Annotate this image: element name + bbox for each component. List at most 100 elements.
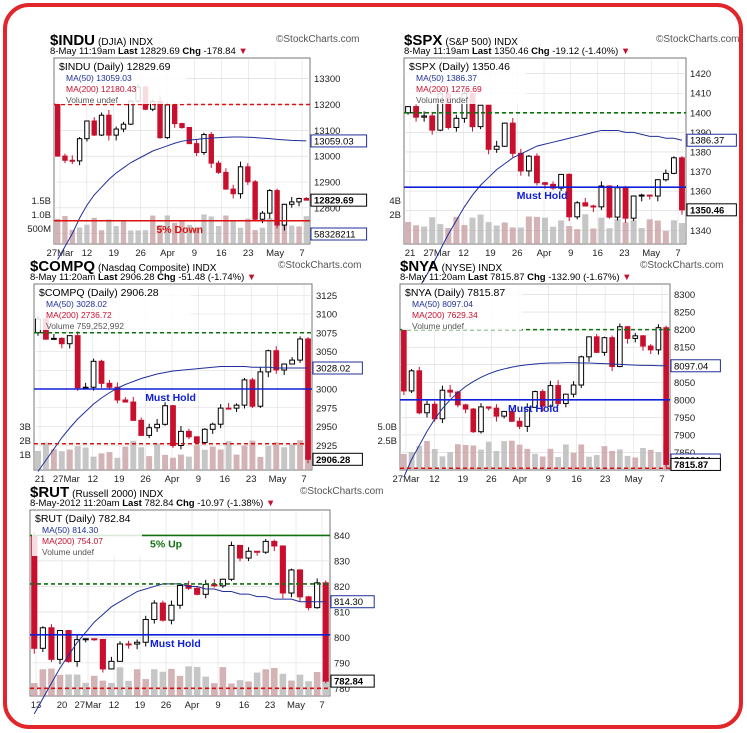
volume-bar	[267, 218, 273, 244]
x-tick-label: 9	[196, 474, 201, 485]
volume-bar	[547, 448, 554, 470]
candle	[122, 399, 129, 403]
value-box: 13059.03	[310, 134, 368, 148]
symbol[interactable]: $NYA	[400, 258, 439, 275]
candle	[249, 379, 256, 407]
panel-nya: $NYA (NYSE) INDX ©StockCharts.com 8-May 11:…	[377, 258, 723, 485]
volume-bar	[281, 447, 288, 470]
dropdown-icon[interactable]: ▼	[246, 272, 257, 283]
volume-bar	[42, 442, 49, 470]
volume-bar	[65, 674, 72, 696]
volume-bar	[39, 669, 47, 696]
y-tick-label: 7900	[674, 430, 695, 441]
x-tick-label: 26	[135, 248, 146, 259]
candle	[516, 420, 523, 427]
volume-bar	[401, 454, 407, 470]
dropdown-icon[interactable]: ▼	[620, 46, 631, 57]
legend-entry: $INDU (Daily) 12829.69	[59, 61, 171, 73]
volume-bar	[586, 456, 592, 470]
symbol[interactable]: $INDU	[50, 32, 96, 49]
date-label: 8-May 11:20am	[400, 272, 468, 283]
chart-header: $RUT (Russell 2000) INDX	[30, 484, 163, 502]
x-tick-label: 19	[114, 474, 125, 485]
volume-bar	[655, 452, 662, 470]
symbol[interactable]: $SPX	[404, 32, 443, 49]
candle	[646, 194, 653, 197]
volume-bar	[170, 457, 176, 470]
volume-bar	[640, 447, 646, 470]
volume-axis-label: 1.0B	[31, 210, 51, 221]
candle	[578, 356, 585, 386]
volume-bar	[550, 226, 557, 244]
candle	[606, 185, 613, 218]
y-tick-label: 3000	[316, 385, 337, 396]
volume-bar	[516, 444, 523, 470]
volume-bar	[408, 451, 415, 470]
candle	[408, 370, 415, 392]
candle	[162, 405, 168, 425]
volume-axis-label: 4B	[389, 196, 401, 207]
volume-bar	[609, 450, 615, 470]
volume-bar	[429, 217, 436, 244]
brand-label: ©StockCharts.com	[640, 260, 724, 271]
dropdown-icon[interactable]: ▼	[622, 272, 632, 283]
quote-line: 8-May 11:20am Last 7815.87 Chg -132.90 (…	[400, 272, 632, 283]
candle	[164, 104, 171, 139]
dropdown-icon[interactable]: ▼	[265, 498, 276, 509]
ma50-line	[403, 362, 667, 478]
candle	[74, 639, 81, 662]
candle	[534, 155, 540, 184]
candle	[638, 194, 645, 197]
svg-text:58328211: 58328211	[314, 230, 356, 241]
symbol[interactable]: $RUT	[30, 484, 70, 501]
candle	[98, 360, 105, 384]
volume-bar	[241, 445, 248, 470]
legend-entry: Volume undef	[66, 95, 119, 105]
brand-label: ©StockCharts.com	[300, 486, 384, 497]
candle	[120, 123, 127, 130]
last-value: 7815.87	[490, 272, 528, 283]
candle	[254, 550, 261, 553]
dropdown-icon[interactable]: ▼	[238, 46, 248, 57]
candle	[424, 403, 430, 414]
candle	[262, 540, 269, 553]
x-tick-label: 12	[82, 248, 93, 259]
index-name: (Russell 2000) INDX	[72, 489, 164, 500]
volume-axis-label: 2.5B	[377, 436, 397, 447]
volume-bar	[168, 668, 175, 696]
volume-bar	[237, 227, 244, 244]
chg-value: -178.84	[203, 46, 239, 57]
volume-axis-label: 500M	[27, 224, 51, 235]
value-box: 1350.46	[686, 203, 737, 217]
candle	[252, 181, 258, 220]
symbol[interactable]: $COMPQ	[30, 258, 96, 275]
chg-value: -51.48 (-1.74%)	[178, 272, 247, 283]
legend-entry: MA(200) 754.07	[42, 536, 103, 546]
value-box: 2906.28	[312, 452, 363, 466]
volume-bar	[151, 669, 158, 696]
candle	[288, 569, 295, 594]
quote-line: 8-May 11:19am Last 1350.46 Chg -19.12 (-…	[404, 46, 630, 57]
y-tick-label: 1360	[690, 187, 711, 198]
panel-spx: $SPX (S&P 500) INDX ©StockCharts.com 8-May …	[389, 32, 740, 309]
candle	[99, 638, 106, 670]
chg-value: -10.97 (-1.38%)	[197, 498, 266, 509]
volume-axis-label: 2B	[389, 210, 401, 221]
x-tick-label: 23	[600, 474, 611, 485]
candle	[134, 641, 141, 645]
volume-bar	[313, 672, 321, 696]
x-tick-label: 12	[429, 474, 440, 485]
candle	[138, 419, 145, 436]
y-tick-label: 1390	[690, 128, 711, 139]
candle	[215, 162, 222, 173]
volume-bar	[120, 221, 127, 244]
x-tick-label: May	[642, 248, 660, 259]
candle	[640, 335, 646, 347]
candle	[509, 122, 516, 154]
x-tick-label: 26	[486, 474, 497, 485]
candle	[525, 155, 532, 172]
x-tick-label: 7	[299, 248, 304, 259]
volume-bar	[590, 228, 597, 244]
candle	[493, 407, 500, 417]
